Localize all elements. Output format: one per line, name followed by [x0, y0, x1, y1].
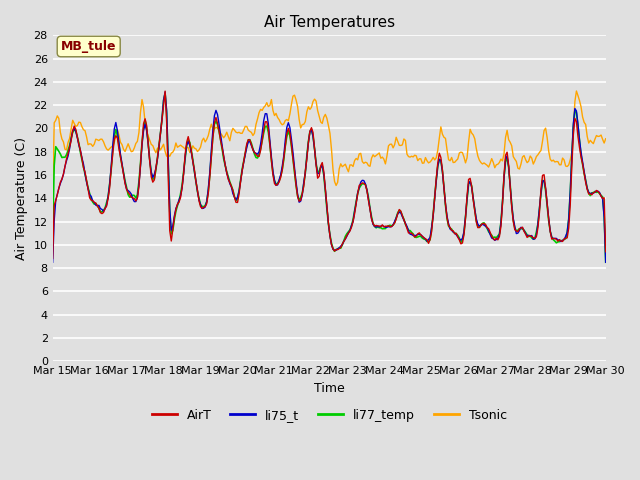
Line: AirT: AirT	[52, 91, 605, 258]
AirT	[161, 88, 169, 94]
AirT	[602, 249, 609, 254]
li77_temp	[234, 196, 241, 202]
li75_t	[215, 121, 223, 127]
li75_t	[234, 194, 241, 200]
AirT	[243, 141, 251, 147]
Text: MB_tule: MB_tule	[61, 40, 116, 53]
li75_t	[49, 259, 56, 265]
li77_temp	[573, 110, 580, 116]
AirT	[234, 200, 241, 205]
Tsonic	[214, 125, 221, 131]
li77_temp	[602, 259, 609, 265]
Tsonic	[232, 129, 240, 135]
Tsonic	[571, 99, 579, 105]
Tsonic	[49, 195, 56, 201]
Tsonic	[573, 88, 580, 94]
li77_temp	[49, 233, 56, 239]
AirT	[116, 154, 124, 160]
Line: Tsonic: Tsonic	[52, 91, 605, 198]
Line: li77_temp: li77_temp	[52, 94, 605, 262]
AirT	[292, 182, 300, 188]
li77_temp	[243, 143, 251, 149]
li75_t	[161, 89, 169, 95]
X-axis label: Time: Time	[314, 382, 344, 395]
li77_temp	[292, 182, 300, 188]
AirT	[215, 128, 223, 134]
Line: li75_t: li75_t	[52, 92, 605, 262]
li75_t	[573, 108, 580, 114]
li77_temp	[215, 129, 223, 134]
li75_t	[602, 259, 609, 265]
Tsonic	[602, 136, 609, 142]
Legend: AirT, li75_t, li77_temp, Tsonic: AirT, li75_t, li77_temp, Tsonic	[147, 404, 512, 427]
li75_t	[116, 152, 124, 157]
Title: Air Temperatures: Air Temperatures	[264, 15, 395, 30]
Tsonic	[241, 123, 249, 129]
AirT	[573, 119, 580, 125]
li77_temp	[116, 153, 124, 159]
AirT	[49, 255, 56, 261]
Y-axis label: Air Temperature (C): Air Temperature (C)	[15, 137, 28, 260]
li75_t	[243, 144, 251, 150]
Tsonic	[116, 139, 124, 145]
Tsonic	[291, 92, 298, 98]
li75_t	[292, 179, 300, 185]
li77_temp	[161, 91, 169, 96]
